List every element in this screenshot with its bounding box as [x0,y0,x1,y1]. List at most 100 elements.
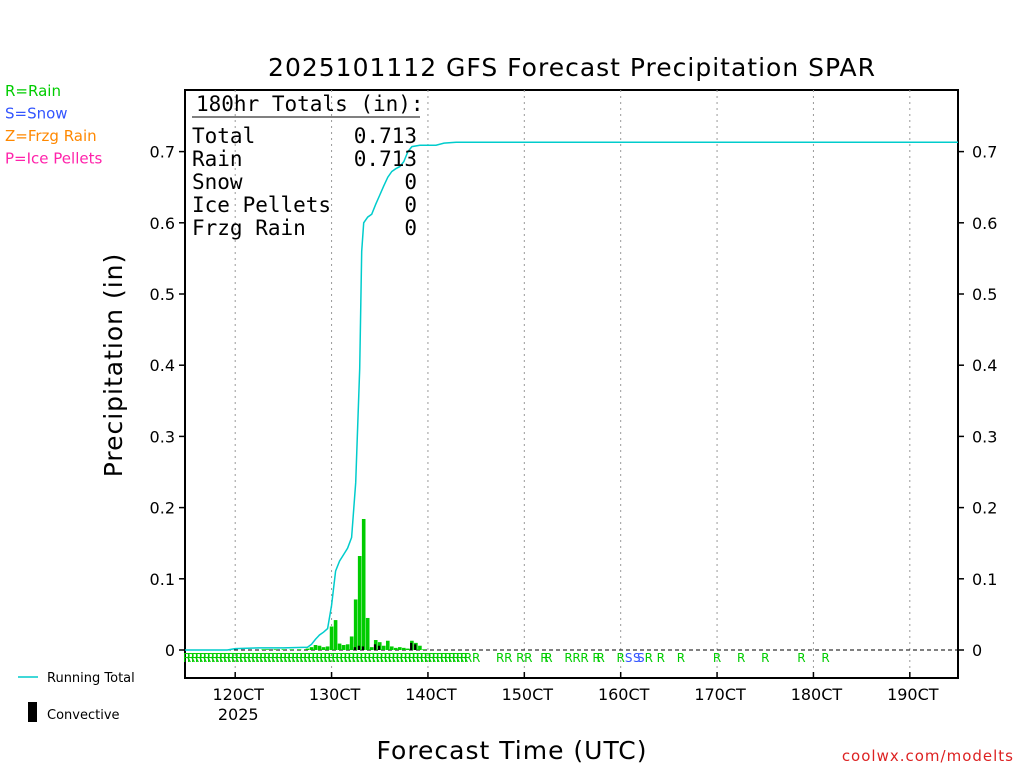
ptype-marker: R [444,651,452,665]
grid-layer [234,90,911,678]
y-tick-label-left: 0 [165,641,175,660]
ptype-marker: R [504,651,512,665]
ptype-marker: R [207,651,215,665]
bar-layer [261,518,426,650]
convective-bar [373,644,377,650]
ptype-marker: R [199,651,207,665]
ptype-marker: R [460,651,468,665]
ptype-marker: R [331,651,339,665]
ptype-marker: R [645,651,653,665]
ptype-legend-item: S=Snow [5,105,68,123]
ptype-marker: R [412,651,420,665]
ptype-marker: R [327,651,335,665]
ptype-marker: R [432,651,440,665]
ptype-marker: R [524,651,532,665]
y-tick-label-right: 0.5 [972,285,997,304]
ptype-marker: R [464,651,472,665]
ptype-marker: R [713,651,721,665]
ptype-marker: R [416,651,424,665]
rain-bar [353,599,358,650]
ptype-marker: R [424,651,432,665]
ptype-marker: R [299,651,307,665]
rain-bar [305,648,310,650]
totals-row-label: Total [192,124,255,148]
x-tick-label: 180CT [791,685,843,704]
ptype-marker: R [187,651,195,665]
ptype-marker: R [360,651,368,665]
ptype-marker: R [516,651,524,665]
plot-frame [184,89,959,679]
convective-bar [357,645,361,650]
ptype-marker: R [263,651,271,665]
rain-bar [365,617,370,650]
ptype-marker: R [227,651,235,665]
totals-row-value: 0 [404,193,417,217]
ptype-marker: R [456,651,464,665]
rain-bar [265,649,270,650]
rain-bar [261,649,266,650]
y-tick-label-right: 0.4 [972,356,997,375]
y-tick-label-right: 0.3 [972,427,997,446]
y-tick-label-left: 0.1 [150,570,175,589]
ptype-legend-item: Z=Frzg Rain [5,127,97,145]
y-tick-label-left: 0.3 [150,427,175,446]
ptype-marker: R [392,651,400,665]
totals-row-label: Snow [192,170,243,194]
rain-bar [418,645,422,650]
ptype-marker: R [247,651,255,665]
ptype-marker: R [295,651,303,665]
ptype-marker: R [283,651,291,665]
ptype-marker: R [211,651,219,665]
ptype-marker: R [544,651,552,665]
rain-bar [289,649,294,650]
x-tick-label: 120CT [212,685,264,704]
totals-row-value: 0.713 [354,124,417,148]
ptype-marker: R [291,651,299,665]
ptype-marker: R [440,651,448,665]
rain-bar [317,645,322,650]
ptype-marker: R [580,651,588,665]
ptype-marker: R [364,651,372,665]
ptype-marker: R [219,651,227,665]
ptype-marker: R [384,651,392,665]
rain-bar [329,626,334,650]
ptype-marker: R [436,651,444,665]
convective-bar [377,645,381,650]
ptype-marker: R [255,651,263,665]
ptype-marker: R [191,651,199,665]
ptype-legend: R=Rain S=Snow Z=Frzg Rain P=Ice Pellets [5,82,102,168]
ptype-marker: R [572,651,580,665]
ptype-marker: R [380,651,388,665]
ptype-marker: R [376,651,384,665]
ptype-marker: R [315,651,323,665]
rain-bar [313,645,318,650]
ptype-marker: R [215,651,223,665]
ptype-marker-layer: RRRRRRRRRRRRRRRRRRRRRRRRRRRRRRRRRRRRRRRR… [183,651,830,665]
rain-bar [422,649,426,650]
totals-box: 180hr Totals (in): Total 0.713 Rain 0.713 Sn… [192,92,424,240]
ptype-marker: R [195,651,203,665]
y-tick-label-right: 0.7 [972,143,997,162]
rain-bar [309,647,314,650]
ptype-marker: S [625,651,633,665]
convective-bar [410,642,413,650]
ptype-marker: R [183,651,191,665]
totals-row-label: Ice Pellets [192,193,331,217]
convective-bar [361,646,365,650]
x-tick-label: 140CT [405,685,457,704]
ptype-marker: R [540,651,548,665]
totals-row-value: 0 [404,216,417,240]
ptype-marker: R [408,651,416,665]
rain-bar [325,646,330,650]
rain-bar [406,648,410,650]
ptype-marker: R [356,651,364,665]
ptype-marker: R [287,651,295,665]
y-tick-label-left: 0.7 [150,143,175,162]
ptype-marker: R [761,651,769,665]
convective-layer [353,642,417,650]
ptype-legend-item: P=Ice Pellets [5,150,102,168]
ptype-marker: R [307,651,315,665]
line-layer [185,141,958,651]
